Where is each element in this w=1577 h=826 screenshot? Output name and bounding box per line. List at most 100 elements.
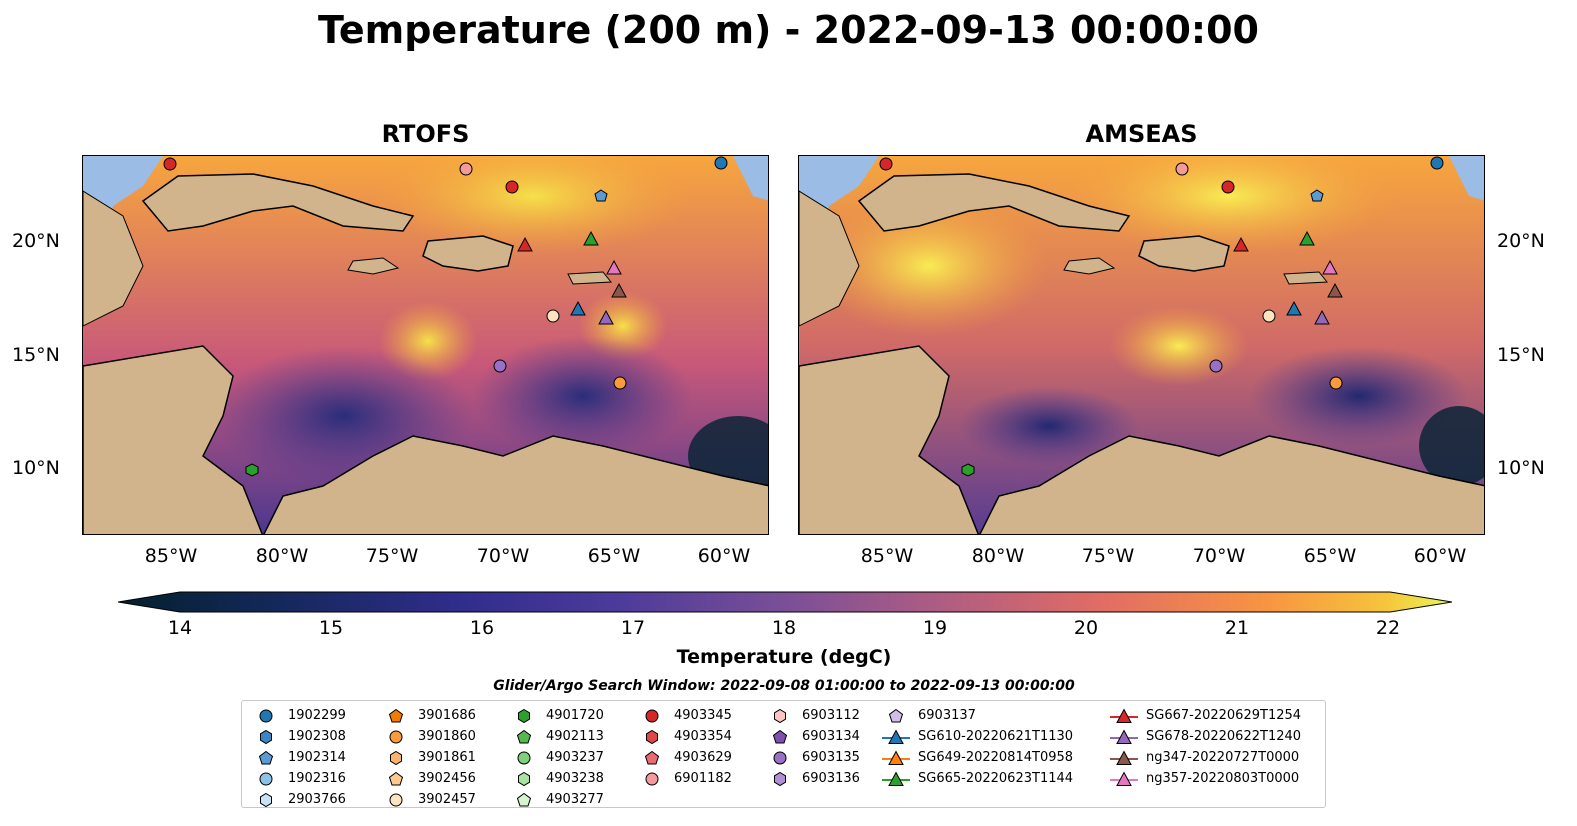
legend-marker-icon: [1110, 770, 1138, 786]
glider-marker: [517, 236, 533, 252]
legend-label: 1902316: [288, 771, 346, 786]
glider-marker: [1233, 236, 1249, 252]
glider-marker: [1299, 230, 1315, 246]
legend-marker-icon: [882, 749, 910, 765]
legend-marker-icon: [389, 730, 403, 743]
legend-entry: 3901686: [382, 705, 476, 726]
legend-label: 1902314: [288, 750, 346, 765]
legend-marker-icon: [774, 771, 786, 786]
map-panel-rtofs[interactable]: [82, 155, 769, 535]
x-tick-label: 60°W: [1413, 545, 1467, 567]
legend-entry: 6903134: [766, 726, 860, 747]
panel-title-amseas: AMSEAS: [1085, 120, 1198, 148]
legend-entry: 6903136: [766, 768, 860, 789]
glider-marker: [570, 300, 586, 316]
colorbar-tick-label: 21: [1224, 617, 1250, 639]
legend-label: 6901182: [674, 771, 732, 786]
glider-marker: [611, 282, 627, 298]
glider-marker: [1286, 300, 1302, 316]
glider-marker: [1327, 282, 1343, 298]
float-marker: [546, 309, 560, 323]
legend-marker-icon: [389, 793, 403, 806]
map-panel-amseas[interactable]: [798, 155, 1485, 535]
legend-label: 6903135: [802, 750, 860, 765]
legend-entry: 6903112: [766, 705, 860, 726]
y-tick-label: 10°N: [12, 457, 60, 479]
legend-label: 2903766: [288, 792, 346, 807]
legend-marker-icon: [390, 750, 402, 765]
legend-marker-icon: [774, 708, 786, 723]
x-tick-label: 80°W: [971, 545, 1025, 567]
legend-label: 3902456: [418, 771, 476, 786]
legend-entry: 4902113: [510, 726, 604, 747]
colorbar-tick-label: 15: [318, 617, 344, 639]
legend-marker-icon: [772, 729, 788, 743]
float-marker: [879, 157, 893, 171]
colorbar-tick-label: 20: [1073, 617, 1099, 639]
legend-entry: 6901182: [638, 768, 732, 789]
figure-title: Temperature (200 m) - 2022-09-13 00:00:0…: [317, 8, 1259, 52]
legend-label: ng347-20220727T0000: [1146, 750, 1300, 765]
x-tick-label: 75°W: [1081, 545, 1135, 567]
x-tick-label: 70°W: [476, 545, 530, 567]
legend-label: 1902299: [288, 708, 346, 723]
legend-marker-icon: [516, 792, 532, 806]
y-tick-label: 10°N: [1497, 457, 1545, 479]
legend-column: SG667-20220629T1254 SG678-20220622T1240 ng…: [1110, 705, 1301, 789]
legend-column: 6903137 SG610-20220621T1130 SG649-20220814…: [882, 705, 1073, 789]
legend-label: SG610-20220621T1130: [918, 729, 1074, 744]
legend-entry: SG649-20220814T0958: [882, 747, 1073, 768]
legend-label: ng357-20220803T0000: [1146, 771, 1300, 786]
legend-entry: SG678-20220622T1240: [1110, 726, 1301, 747]
legend-marker-icon: [260, 792, 272, 807]
colorbar-tick-label: 18: [771, 617, 797, 639]
float-marker: [505, 180, 519, 194]
legend-label: 6903137: [918, 708, 976, 723]
x-tick-label: 65°W: [1303, 545, 1357, 567]
legend-marker-icon: [388, 708, 404, 722]
legend-marker-icon: [1110, 707, 1138, 723]
float-marker: [613, 376, 627, 390]
legend-entry: 6903135: [766, 747, 860, 768]
legend-marker-icon: [518, 771, 530, 786]
legend: 1902299 1902308 1902314 1902316 2903766 3901…: [241, 700, 1326, 808]
legend-entry: 1902314: [252, 747, 346, 768]
legend-marker-icon: [516, 729, 532, 743]
x-tick-label: 60°W: [697, 545, 751, 567]
legend-entry: 1902316: [252, 768, 346, 789]
glider-marker: [1314, 309, 1330, 325]
legend-label: SG667-20220629T1254: [1146, 708, 1302, 723]
legend-label: 6903134: [802, 729, 860, 744]
legend-marker-icon: [388, 771, 404, 785]
float-marker: [1310, 189, 1324, 202]
legend-label: 3901860: [418, 729, 476, 744]
legend-marker-icon: [518, 708, 530, 723]
legend-marker-icon: [773, 751, 787, 764]
x-tick-label: 65°W: [587, 545, 641, 567]
legend-marker-icon: [646, 729, 658, 744]
float-marker: [961, 463, 975, 477]
glider-marker: [1322, 259, 1338, 275]
y-tick-label: 15°N: [12, 344, 60, 366]
glider-marker: [598, 309, 614, 325]
legend-column: 6903112 6903134 6903135 6903136: [766, 705, 860, 789]
legend-marker-icon: [260, 729, 272, 744]
x-tick-label: 80°W: [255, 545, 309, 567]
legend-marker-icon: [645, 772, 659, 785]
float-marker: [714, 156, 728, 170]
float-marker: [245, 463, 259, 477]
legend-marker-icon: [644, 750, 660, 764]
colorbar-tick-label: 14: [167, 617, 193, 639]
colorbar-tick-label: 17: [620, 617, 646, 639]
legend-label: 4902113: [546, 729, 604, 744]
legend-entry: 4903354: [638, 726, 732, 747]
legend-label: 3901861: [418, 750, 476, 765]
legend-label: SG665-20220623T1144: [918, 771, 1074, 786]
legend-marker-icon: [645, 709, 659, 722]
legend-column: 4901720 4902113 4903237 4903238 4903277: [510, 705, 604, 810]
float-marker: [459, 162, 473, 176]
float-marker: [1221, 180, 1235, 194]
legend-entry: ng357-20220803T0000: [1110, 768, 1301, 789]
y-tick-label: 20°N: [12, 230, 60, 252]
temperature-field-amseas: [799, 156, 1484, 534]
